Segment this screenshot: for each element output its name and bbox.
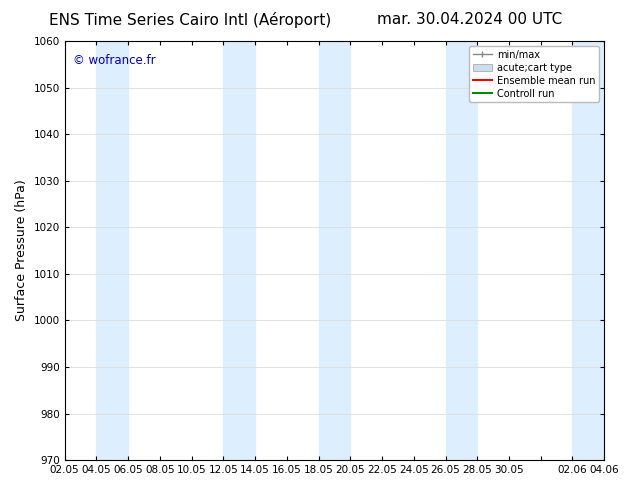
Bar — [223, 41, 255, 460]
Text: ENS Time Series Cairo Intl (Aéroport): ENS Time Series Cairo Intl (Aéroport) — [49, 12, 332, 28]
Y-axis label: Surface Pressure (hPa): Surface Pressure (hPa) — [15, 180, 28, 321]
Bar — [96, 41, 128, 460]
Bar — [446, 41, 477, 460]
Text: © wofrance.fr: © wofrance.fr — [73, 53, 155, 67]
Bar — [573, 41, 604, 460]
Text: mar. 30.04.2024 00 UTC: mar. 30.04.2024 00 UTC — [377, 12, 562, 27]
Bar — [318, 41, 351, 460]
Legend: min/max, acute;cart type, Ensemble mean run, Controll run: min/max, acute;cart type, Ensemble mean … — [469, 46, 599, 102]
